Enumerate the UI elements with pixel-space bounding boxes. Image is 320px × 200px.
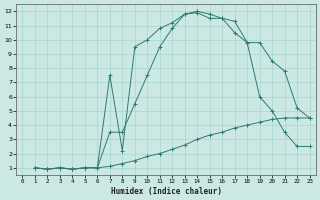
X-axis label: Humidex (Indice chaleur): Humidex (Indice chaleur) xyxy=(110,187,221,196)
